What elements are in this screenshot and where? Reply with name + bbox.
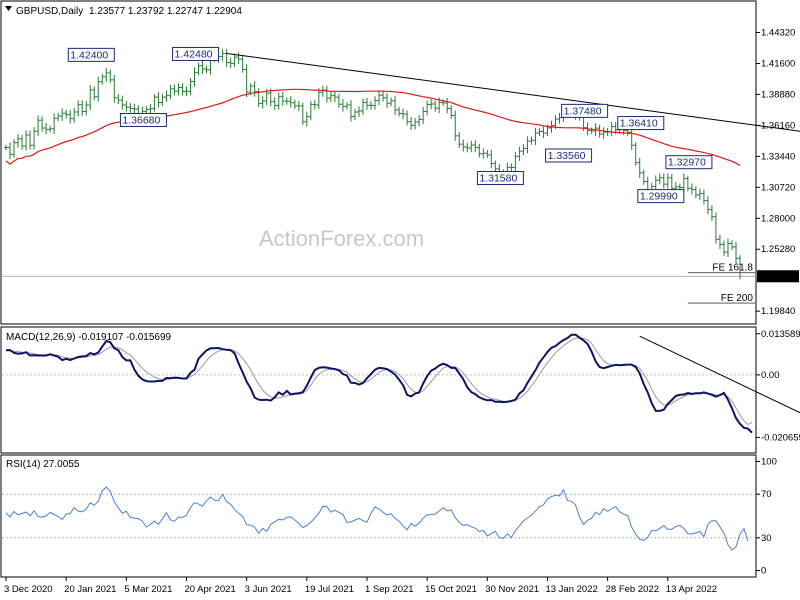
price-annotation-box xyxy=(561,103,609,118)
x-tick-label: 13 Jan 2022 xyxy=(545,584,597,595)
price-plot: FE 161.8 FE 200 1.42400 1.42480 1.36680 1.374… xyxy=(2,46,800,304)
price-annotation: 1.42400 xyxy=(70,49,108,61)
macd-trendline xyxy=(639,335,800,414)
x-tick-label: 3 Jun 2021 xyxy=(245,584,292,595)
x-tick-label: 20 Apr 2021 xyxy=(184,584,235,595)
price-annotation-box xyxy=(545,148,593,163)
macd-y-tick-label: -0.020659 xyxy=(761,432,800,443)
price-annotation-box xyxy=(172,46,220,61)
x-tick-label: 13 Apr 2022 xyxy=(666,584,717,595)
macd-panel-frame xyxy=(0,326,757,454)
x-tick-label: 20 Jan 2021 xyxy=(64,584,116,595)
price-annotation-box xyxy=(637,189,685,204)
price-annotation: 1.29990 xyxy=(640,191,678,203)
current-price-label: 1.22904 xyxy=(759,272,793,283)
price-annotation-box xyxy=(67,47,115,62)
price-y-tick-label: 1.38880 xyxy=(761,89,795,100)
price-annotation: 1.42480 xyxy=(175,48,213,60)
rsi-panel-frame xyxy=(0,454,757,578)
macd-plot xyxy=(2,333,800,434)
rsi-plot xyxy=(2,486,756,551)
x-tick-label: 30 Nov 2021 xyxy=(485,584,539,595)
price-annotation: 1.33560 xyxy=(548,150,586,162)
price-y-tick-label: 1.19840 xyxy=(761,306,795,317)
x-tick-label: 15 Oct 2021 xyxy=(425,584,477,595)
price-annotation: 1.31580 xyxy=(479,173,517,185)
price-y-tick-label: 1.28000 xyxy=(761,213,795,224)
price-y-tick-label: 1.30720 xyxy=(761,182,795,193)
symbol-label: GBPUSD,Daily xyxy=(16,6,83,17)
axes: 1.44320 1.41600 1.38880 1.36160 1.33440 1.307… xyxy=(4,28,800,595)
price-annotation: 1.36680 xyxy=(122,114,160,126)
rsi-y-tick-label: 70 xyxy=(761,489,772,500)
macd-y-tick-label: 0.013589 xyxy=(761,329,800,340)
ohlc-readout: 1.23577 1.23792 1.22747 1.22904 xyxy=(89,6,242,17)
price-y-tick-label: 1.25280 xyxy=(761,244,795,255)
price-y-tick-label: 1.41600 xyxy=(761,58,795,69)
macd-label: MACD(12,26,9) -0.019107 -0.015699 xyxy=(6,332,172,343)
x-tick-label: 1 Sep 2021 xyxy=(365,584,414,595)
price-annotation-box xyxy=(119,112,167,127)
fib-level-label: FE 161.8 xyxy=(712,263,753,274)
rsi-y-tick-label: 0 xyxy=(761,566,766,577)
price-y-tick-label: 1.33440 xyxy=(761,151,795,162)
price-y-tick-label: 1.36160 xyxy=(761,120,795,131)
price-annotation: 1.37480 xyxy=(564,105,602,117)
watermark: ActionForex.com xyxy=(259,226,424,251)
macd-y-tick-label: 0.00 xyxy=(761,370,780,381)
fib-level-label: FE 200 xyxy=(721,293,754,304)
price-panel-frame xyxy=(0,0,757,325)
x-tick-label: 3 Dec 2020 xyxy=(4,584,53,595)
x-tick-label: 28 Feb 2022 xyxy=(606,584,659,595)
current-price-tag xyxy=(757,270,799,283)
rsi-y-tick-label: 100 xyxy=(761,456,777,467)
macd-line xyxy=(6,333,753,434)
rsi-y-tick-label: 30 xyxy=(761,533,772,544)
price-annotation-box xyxy=(617,116,665,131)
x-tick-label: 19 Jul 2021 xyxy=(305,584,354,595)
dropdown-triangle-icon[interactable] xyxy=(5,6,12,11)
rsi-label: RSI(14) 27.0055 xyxy=(6,459,80,470)
rsi-line xyxy=(5,486,749,551)
price-annotation: 1.36410 xyxy=(620,118,658,130)
price-annotation-box xyxy=(665,155,713,170)
price-annotation: 1.32970 xyxy=(668,157,706,169)
price-y-tick-label: 1.44320 xyxy=(761,28,795,39)
x-tick-label: 5 Mar 2021 xyxy=(124,584,172,595)
trendline xyxy=(226,52,800,132)
price-annotation-box xyxy=(476,171,524,186)
